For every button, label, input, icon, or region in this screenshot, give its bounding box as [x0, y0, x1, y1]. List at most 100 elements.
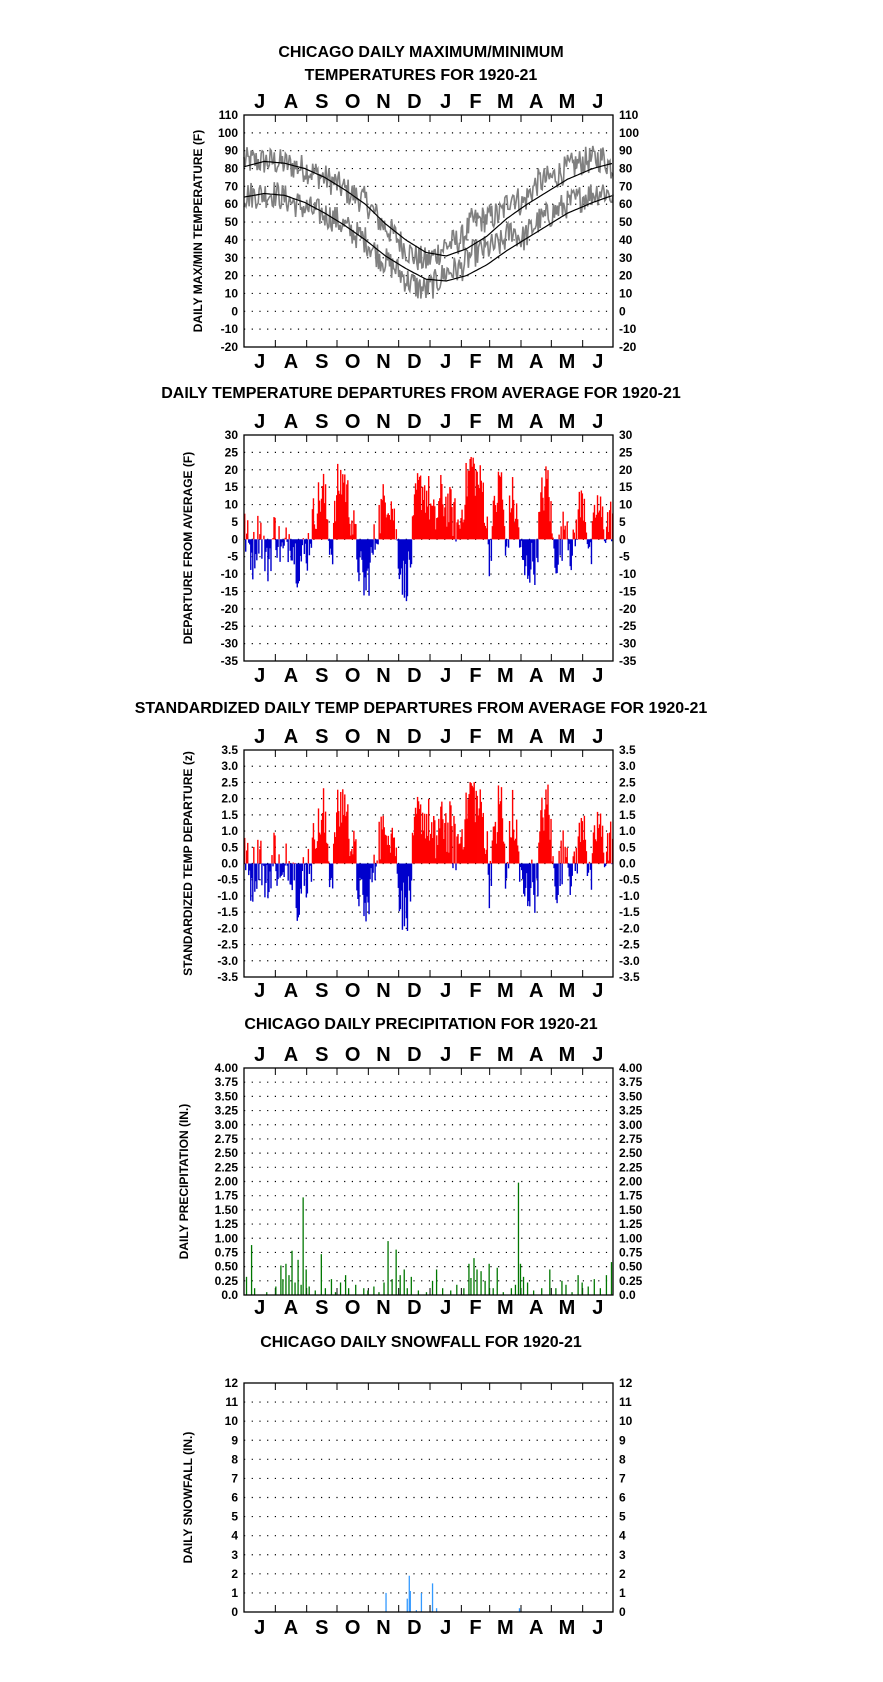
- y-tick-label-right: -10: [619, 567, 637, 581]
- z-departure-bar-positive: [322, 788, 325, 864]
- z-departure-bar-positive: [446, 851, 448, 864]
- departure-bar-positive: [451, 507, 453, 540]
- z-departure-bar-negative: [574, 863, 576, 871]
- departure-bar-positive: [385, 517, 387, 540]
- y-tick-label-right: 0.0: [619, 857, 636, 871]
- z-departure-bar-positive: [582, 840, 585, 864]
- departure-bar-positive: [381, 500, 383, 540]
- departure-bar-positive: [411, 516, 414, 540]
- z-departure-bar-positive: [349, 856, 351, 864]
- z-departure-bar-positive: [336, 812, 338, 864]
- z-departure-bar-negative: [265, 863, 267, 883]
- z-departure-bar-positive: [483, 848, 486, 864]
- month-label-bottom: D: [407, 351, 421, 373]
- z-departure-bar-positive: [461, 829, 463, 864]
- z-departure-bar-positive: [425, 813, 428, 864]
- y-tick-label-left: 3.0: [221, 759, 238, 773]
- y-tick-label-left: 0: [231, 1605, 238, 1619]
- departure-bar-negative: [306, 539, 309, 571]
- y-tick-label-left: 2.25: [215, 1160, 239, 1174]
- y-tick-label-right: 3: [619, 1548, 626, 1562]
- month-label-bottom: F: [469, 1617, 481, 1639]
- departure-bar-negative: [329, 539, 332, 549]
- departure-bar-negative: [370, 539, 372, 548]
- departure-bar-negative: [410, 539, 413, 565]
- month-label-bottom: F: [469, 665, 481, 687]
- y-tick-label-right: 1.00: [619, 1231, 643, 1245]
- z-departure-bar-negative: [530, 863, 532, 889]
- y-tick-label-right: 3.75: [619, 1075, 643, 1089]
- z-departure-bar-positive: [424, 838, 427, 864]
- departure-bar-negative: [587, 539, 590, 549]
- month-label-top: M: [559, 1044, 576, 1066]
- departure-bar-negative: [304, 539, 307, 544]
- z-departure-bar-negative: [251, 863, 253, 879]
- z-departure-bar-negative: [403, 863, 406, 927]
- departure-bar-positive: [473, 463, 475, 540]
- departure-bar-positive: [595, 514, 598, 540]
- month-label-bottom: M: [497, 665, 514, 687]
- plot-border: [243, 749, 614, 978]
- departure-bar-positive: [472, 457, 474, 540]
- month-label-top: A: [529, 726, 543, 748]
- chart-title: STANDARDIZED DAILY TEMP DEPARTURES FROM …: [135, 700, 708, 717]
- z-departure-bar-negative: [557, 863, 559, 895]
- departure-bar-positive: [260, 522, 262, 540]
- departure-bar-negative: [530, 539, 532, 570]
- z-departure-bar-positive: [373, 854, 375, 864]
- z-departure-bar-positive: [583, 815, 586, 864]
- z-departure-bar-positive: [388, 844, 390, 864]
- y-tick-label-right: 8: [619, 1452, 626, 1466]
- z-departure-bar-negative: [282, 863, 284, 873]
- departure-bar-positive: [542, 497, 544, 540]
- z-departure-bar-negative: [287, 863, 289, 881]
- departure-bar-positive: [441, 484, 443, 540]
- departure-bar-negative: [245, 539, 247, 552]
- z-departure-bar-negative: [603, 863, 606, 868]
- z-departure-bar-positive: [516, 845, 519, 864]
- departure-bar-negative: [282, 539, 284, 549]
- departure-bar-positive: [470, 456, 472, 540]
- y-tick-label-right: -15: [619, 584, 637, 598]
- departure-bar-negative: [507, 539, 510, 548]
- departure-bar-positive: [395, 529, 398, 540]
- y-tick-label-left: 1.5: [221, 808, 238, 822]
- y-tick-label-left: 1.75: [215, 1189, 239, 1203]
- departure-bar-negative: [556, 539, 558, 574]
- y-tick-label-right: 6: [619, 1491, 626, 1505]
- departure-bar-negative: [270, 539, 272, 572]
- z-departure-bar-positive: [393, 837, 396, 864]
- y-tick-label-right: 1.50: [619, 1203, 643, 1217]
- z-departure-bar-positive: [496, 832, 499, 864]
- z-departure-bar-positive: [273, 832, 275, 864]
- z-departure-bar-positive: [354, 841, 356, 864]
- z-departure-bar-negative: [264, 863, 266, 898]
- departure-bar-positive: [516, 519, 519, 540]
- departure-bar-negative: [268, 539, 270, 560]
- departure-bar-positive: [424, 512, 427, 540]
- z-departure-bar-positive: [465, 792, 467, 864]
- z-departure-bar-negative: [587, 863, 590, 873]
- z-departure-bar-negative: [561, 863, 563, 885]
- z-departure-bar-positive: [392, 837, 395, 864]
- month-label-top: J: [592, 411, 603, 433]
- month-label-top: F: [469, 411, 481, 433]
- z-departure-bar-positive: [316, 841, 319, 864]
- z-departure-bar-positive: [417, 801, 420, 864]
- departure-bar-negative: [557, 539, 559, 565]
- z-departure-bar-negative: [522, 863, 524, 880]
- departure-bar-positive: [572, 529, 574, 540]
- departure-bar-positive: [387, 513, 389, 540]
- y-axis-label: DAILY MAX/MIN TEMPERATURE (F): [191, 130, 205, 332]
- month-label-top: J: [592, 726, 603, 748]
- z-departure-bar-positive: [492, 826, 495, 864]
- y-tick-label-left: 20: [225, 463, 239, 477]
- z-departure-bar-negative: [487, 863, 490, 875]
- month-label-bottom: A: [529, 665, 543, 687]
- departure-bar-positive: [594, 517, 597, 540]
- z-departure-bar-positive: [244, 837, 246, 864]
- departure-bar-positive: [384, 502, 386, 540]
- z-departure-bar-positive: [471, 785, 473, 864]
- z-departure-bar-negative: [455, 863, 457, 871]
- departure-bar-negative: [248, 539, 250, 543]
